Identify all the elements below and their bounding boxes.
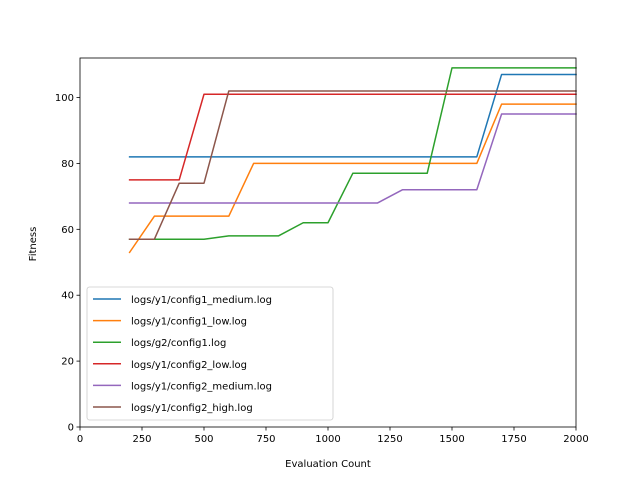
y-tick-label: 0 bbox=[68, 423, 74, 434]
series-line-4 bbox=[128, 93, 577, 181]
x-tick-label: 1500 bbox=[439, 434, 464, 445]
x-tick-label: 500 bbox=[194, 434, 213, 445]
series-line-5 bbox=[128, 113, 577, 204]
y-tick-label: 100 bbox=[55, 93, 74, 104]
series-line-3 bbox=[128, 67, 577, 240]
x-tick-label: 250 bbox=[132, 434, 151, 445]
legend-label-2: logs/y1/config1_low.log bbox=[131, 317, 247, 328]
series-layer bbox=[128, 67, 577, 254]
y-tick-label: 80 bbox=[61, 159, 74, 170]
legend-box bbox=[86, 286, 334, 421]
series-line-2 bbox=[128, 103, 577, 254]
y-tick-label: 20 bbox=[61, 357, 74, 368]
x-tick-label: 750 bbox=[256, 434, 275, 445]
series-line-6 bbox=[128, 90, 577, 240]
x-tick-label: 1750 bbox=[501, 434, 526, 445]
x-tick-label: 2000 bbox=[563, 434, 588, 445]
series-line-1 bbox=[128, 73, 577, 158]
x-tick-label: 0 bbox=[77, 434, 83, 445]
legend-label-1: logs/y1/config1_medium.log bbox=[131, 295, 272, 306]
legend-label-6: logs/y1/config2_high.log bbox=[131, 403, 253, 414]
y-tick-label: 40 bbox=[61, 291, 74, 302]
legend: logs/y1/config1_medium.log logs/y1/config… bbox=[86, 286, 334, 421]
x-axis-title: Evaluation Count bbox=[285, 459, 371, 470]
axes-layer: 0 250 500 750 1000 1250 1500 1750 2000 0 20 40 60 80 1… bbox=[55, 57, 589, 445]
legend-label-5: logs/y1/config2_medium.log bbox=[131, 381, 272, 392]
y-axis-title: Fitness bbox=[28, 227, 39, 262]
legend-label-4: logs/y1/config2_low.log bbox=[131, 360, 247, 371]
x-tick-label: 1250 bbox=[377, 434, 402, 445]
legend-label-3: logs/g2/config1.log bbox=[131, 338, 226, 349]
x-tick-label: 1000 bbox=[315, 434, 340, 445]
y-tick-label: 60 bbox=[61, 225, 74, 236]
